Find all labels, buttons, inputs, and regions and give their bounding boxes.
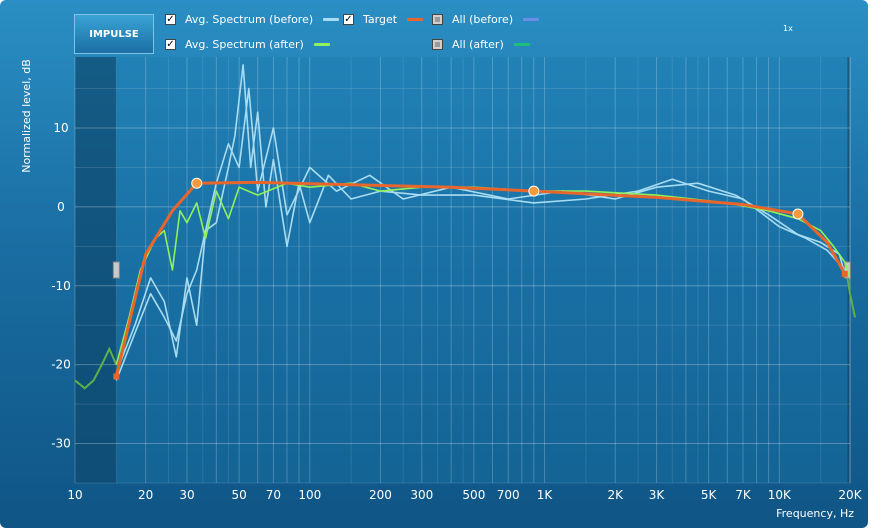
y-tick-label: -30 — [51, 437, 71, 451]
x-tick-label: 700 — [497, 488, 520, 502]
legend-all-after[interactable]: All (after) — [432, 36, 530, 52]
legend-all-before[interactable]: All (before) — [432, 11, 540, 27]
checkbox-avg-before[interactable]: ✓ — [165, 13, 176, 25]
logo-text: IMPULSE — [89, 28, 139, 40]
checkbox-target[interactable]: ✓ — [343, 13, 354, 25]
x-tick-label: 100 — [298, 488, 321, 502]
x-tick-label: 5K — [701, 488, 718, 502]
x-tick-label: 1K — [537, 488, 554, 502]
x-tick-label: 300 — [410, 488, 433, 502]
swatch-target — [407, 17, 424, 21]
legend-avg-after[interactable]: ✓ Avg. Spectrum (after) — [165, 36, 330, 52]
legend-label-avg-before: Avg. Spectrum (before) — [185, 12, 314, 26]
excluded-range-0 — [75, 57, 117, 483]
legend-avg-before[interactable]: ✓ Avg. Spectrum (before) — [165, 11, 340, 27]
y-tick-label: -20 — [51, 358, 71, 372]
target-control-point-0[interactable] — [191, 177, 203, 189]
x-tick-label: 30 — [179, 488, 194, 502]
y-axis-title: Normalized level, dB — [20, 59, 33, 173]
target-control-point-2[interactable] — [792, 208, 804, 220]
x-tick-label: 10 — [67, 488, 82, 502]
x-tick-label: 3K — [649, 488, 666, 502]
y-tick-label: 0 — [57, 200, 65, 214]
swatch-all-before — [523, 17, 540, 21]
impulse-logo[interactable]: IMPULSE — [74, 14, 154, 54]
target-control-point-1[interactable] — [528, 185, 540, 197]
x-tick-label: 20K — [838, 488, 862, 502]
legend-target[interactable]: ✓ Target — [343, 11, 424, 27]
legend-label-all-after: All (after) — [452, 37, 504, 51]
x-tick-label: 10K — [768, 488, 792, 502]
x-tick-label: 50 — [231, 488, 246, 502]
checkbox-all-before[interactable] — [432, 13, 443, 25]
x-tick-label: 2K — [607, 488, 624, 502]
zoom-indicator[interactable]: 1x — [783, 24, 793, 33]
x-tick-label: 20 — [138, 488, 153, 502]
checkbox-avg-after[interactable]: ✓ — [165, 38, 176, 50]
series-line-outer-0 — [74, 346, 118, 390]
x-tick-label: 200 — [369, 488, 392, 502]
target-end-marker-1[interactable] — [841, 270, 848, 277]
plot-area — [75, 57, 850, 483]
y-tick-label: -10 — [51, 279, 71, 293]
series-line-outer-1 — [846, 277, 856, 318]
legend-label-avg-after: Avg. Spectrum (after) — [185, 37, 304, 51]
legend-label-target: Target — [363, 12, 398, 26]
series-line-avg-spectrum-before-2 — [115, 87, 846, 373]
series-line-avg-spectrum-before- — [115, 64, 846, 381]
x-tick-label: 500 — [462, 488, 485, 502]
target-end-marker-0[interactable] — [113, 373, 120, 380]
swatch-avg-before — [323, 17, 340, 21]
x-tick-label: 70 — [266, 488, 281, 502]
range-handle-0[interactable] — [112, 261, 120, 279]
x-axis-title: Frequency, Hz — [776, 507, 854, 520]
checkbox-all-after[interactable] — [432, 38, 443, 50]
swatch-all-after — [513, 42, 530, 46]
legend-label-all-before: All (before) — [452, 12, 514, 26]
swatch-avg-after — [313, 42, 330, 46]
x-tick-label: 7K — [735, 488, 752, 502]
y-tick-label: 10 — [53, 121, 68, 135]
